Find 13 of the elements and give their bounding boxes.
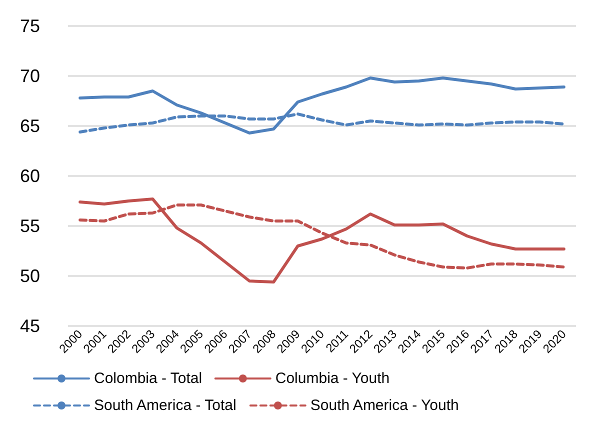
- y-tick-label: 65: [20, 116, 40, 136]
- legend-label: South America - Total: [94, 397, 236, 414]
- legend-label: South America - Youth: [310, 397, 459, 414]
- y-tick-label: 45: [20, 316, 40, 336]
- legend-label: Colombia - Total: [94, 370, 202, 387]
- y-tick-label: 75: [20, 16, 40, 36]
- line-series: [78, 198, 566, 284]
- y-tick-label: 50: [20, 266, 40, 286]
- y-tick-label: 60: [20, 166, 40, 186]
- y-tick-label: 55: [20, 216, 40, 236]
- line-series: [78, 76, 566, 134]
- legend-label: Columbia - Youth: [275, 370, 390, 387]
- y-tick-label: 70: [20, 66, 40, 86]
